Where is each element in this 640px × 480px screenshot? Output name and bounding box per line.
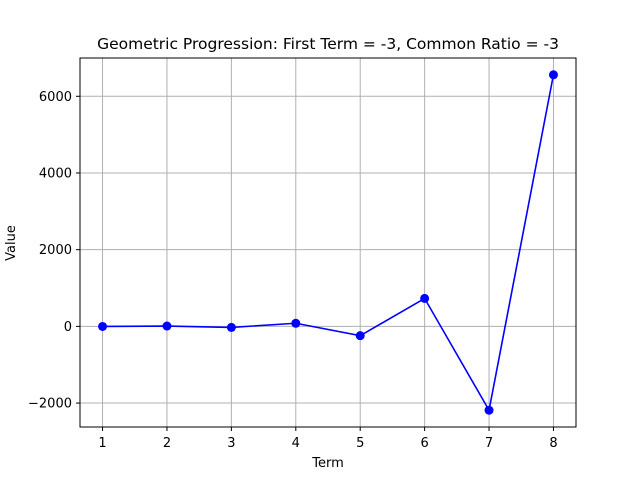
x-tick-label: 3 <box>227 436 235 451</box>
data-point <box>162 321 172 331</box>
chart-title: Geometric Progression: First Term = -3, … <box>97 35 559 53</box>
series-line <box>102 74 555 413</box>
x-tick-label: 7 <box>485 436 493 451</box>
y-tick-label: 0 <box>64 320 72 335</box>
data-point <box>548 70 558 80</box>
x-tick-label: 8 <box>549 436 557 451</box>
y-tick-label: 4000 <box>39 166 72 181</box>
data-point <box>226 322 236 332</box>
x-axis-label: Term <box>311 456 344 471</box>
y-tick-label: −2000 <box>28 397 72 412</box>
data-point <box>420 293 430 303</box>
grid <box>80 58 576 427</box>
x-tick-label: 2 <box>163 436 171 451</box>
x-tick-label: 6 <box>420 436 428 451</box>
x-tick-label: 1 <box>98 436 106 451</box>
y-tick-label: 2000 <box>39 243 72 258</box>
x-tick-label: 4 <box>292 436 300 451</box>
series-layer <box>98 70 558 415</box>
x-tick-label: 5 <box>356 436 364 451</box>
data-point <box>484 405 494 415</box>
data-point <box>98 321 108 331</box>
data-point <box>291 318 301 328</box>
plot-frame <box>79 57 577 428</box>
y-tick-label: 6000 <box>39 90 72 105</box>
ticks: 1 2 3 4 5 6 7 8 −2000 0 2000 4000 6000 <box>28 90 558 451</box>
y-axis-label: Value <box>4 225 19 261</box>
data-point <box>355 331 365 341</box>
